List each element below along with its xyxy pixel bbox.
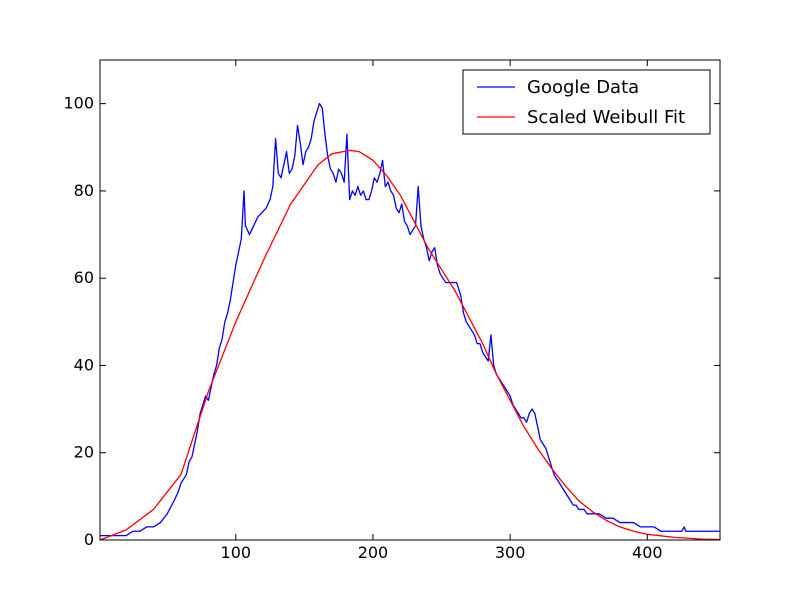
y-tick-label: 40	[74, 355, 94, 374]
plot-frame	[99, 59, 721, 541]
y-tick-label: 20	[74, 443, 94, 462]
legend: Google Data Scaled Weibull Fit	[462, 69, 711, 135]
x-tick-label: 400	[632, 543, 663, 562]
series-line-1	[100, 102, 720, 537]
x-tick-label: 300	[495, 543, 526, 562]
ticks-layer: 100 200 300 400 0 20 40 60 80 100	[63, 60, 720, 562]
y-tick-label: 0	[84, 530, 94, 549]
plot-area-background	[100, 60, 720, 540]
series-line-2	[99, 149, 721, 541]
legend-box	[462, 69, 711, 135]
series-layer	[99, 102, 721, 541]
x-tick-label: 200	[358, 543, 389, 562]
y-tick-label: 100	[63, 94, 94, 113]
x-tick-label: 100	[221, 543, 252, 562]
y-tick-label: 60	[74, 268, 94, 287]
y-tick-label: 80	[74, 181, 94, 200]
legend-label-2: Scaled Weibull Fit	[527, 107, 685, 128]
legend-label-1: Google Data	[527, 77, 639, 98]
